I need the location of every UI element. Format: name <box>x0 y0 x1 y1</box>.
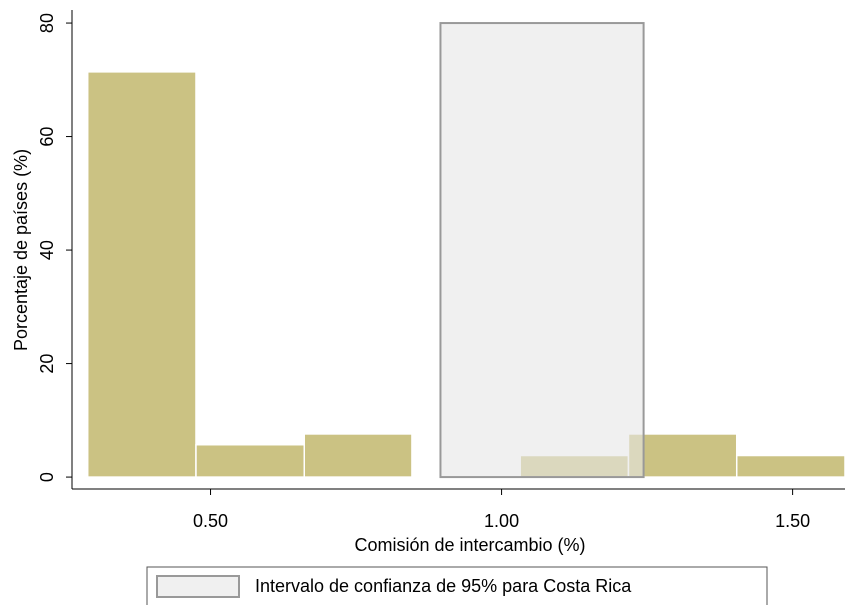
y-tick-label: 80 <box>37 13 57 33</box>
y-tick-label: 0 <box>37 472 57 482</box>
bar <box>303 433 413 478</box>
y-tick-label: 60 <box>37 127 57 147</box>
bar <box>735 454 846 478</box>
bar <box>195 443 305 478</box>
y-tick-label: 20 <box>37 354 57 374</box>
y-axis-title: Porcentaje de países (%) <box>11 149 31 351</box>
x-axis-title: Comisión de intercambio (%) <box>354 535 585 555</box>
y-tick-label: 40 <box>37 240 57 260</box>
x-tick-label: 0.50 <box>193 511 228 531</box>
x-tick-label: 1.00 <box>484 511 519 531</box>
x-tick-label: 1.50 <box>775 511 810 531</box>
confidence-interval <box>439 22 645 479</box>
legend-swatch <box>156 575 240 598</box>
legend-box <box>146 566 768 605</box>
bar <box>627 433 738 478</box>
legend-label: Intervalo de confianza de 95% para Costa… <box>255 576 632 596</box>
bar <box>86 71 197 478</box>
